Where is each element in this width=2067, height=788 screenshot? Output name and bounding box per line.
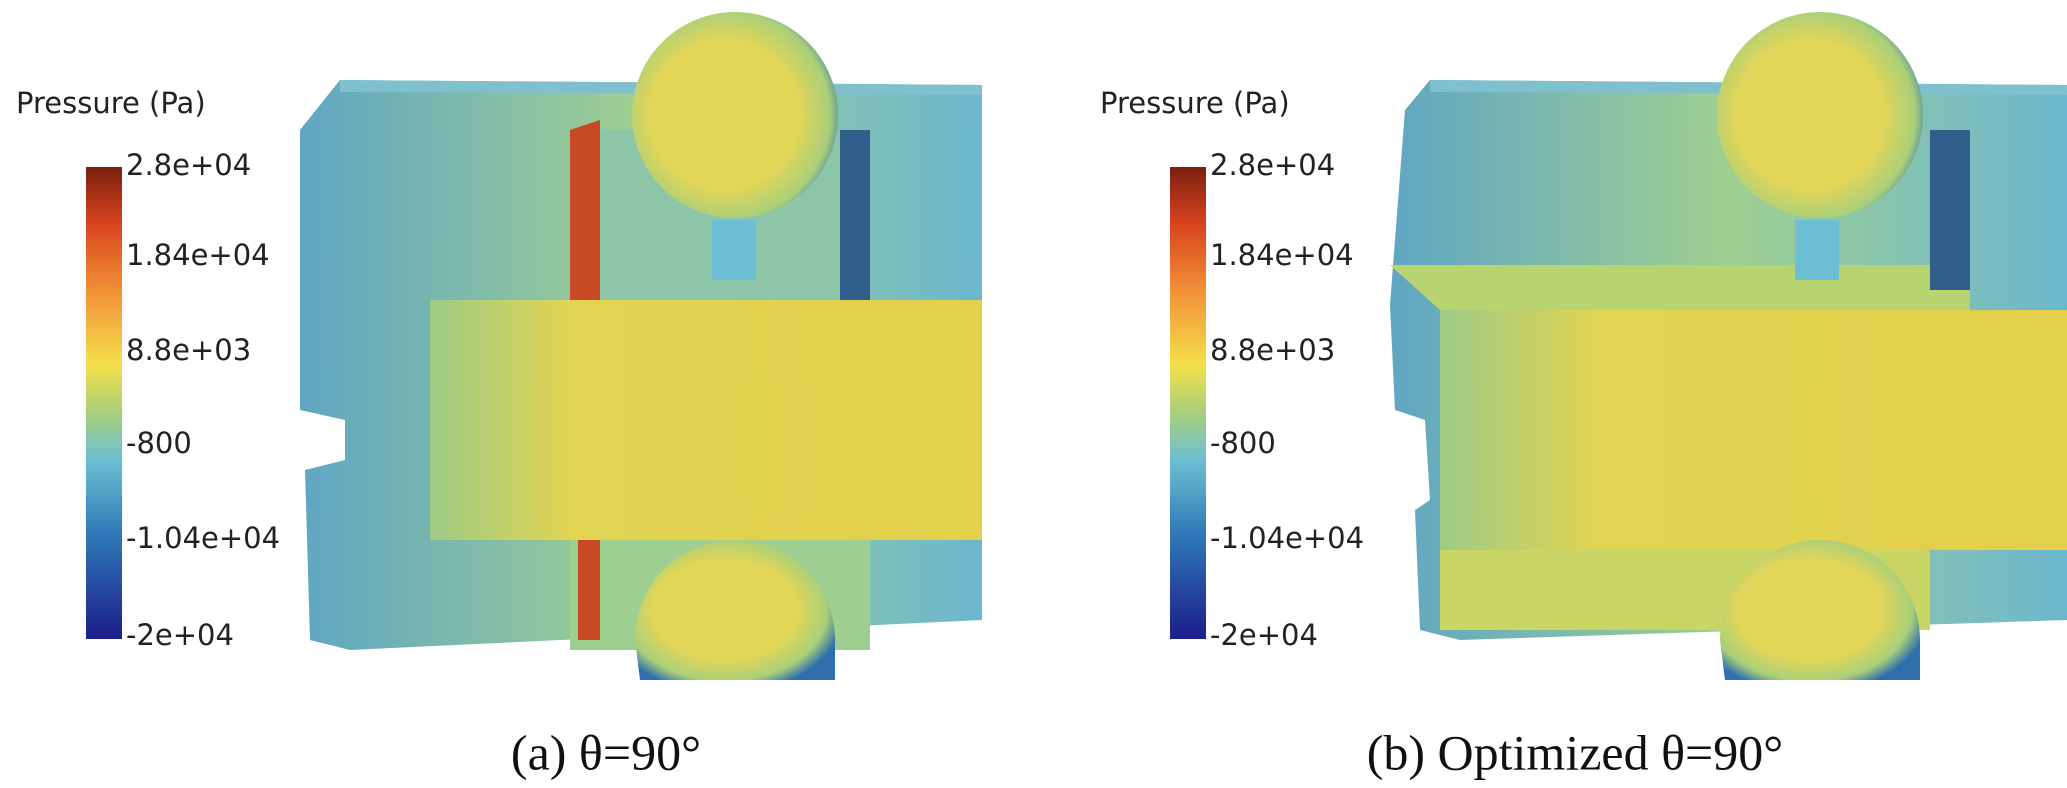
colorbar-label: -800 <box>1210 426 1276 460</box>
colorbar-label: -2e+04 <box>1210 618 1318 652</box>
cfd-model-a <box>300 12 982 680</box>
colorbar-label: 8.8e+03 <box>126 333 251 367</box>
colorbar-scale <box>1170 167 1206 639</box>
cfd-model-b <box>1390 12 2067 680</box>
colorbar-label: -1.04e+04 <box>1210 521 1364 555</box>
colorbar-label: 2.8e+04 <box>1210 148 1335 182</box>
colorbar-label: 2.8e+04 <box>126 148 251 182</box>
caption: (b) Optimized θ=90° <box>1367 724 1784 780</box>
colorbar-label: 8.8e+03 <box>1210 333 1335 367</box>
colorbar-label: -2e+04 <box>126 618 234 652</box>
colorbar-label: 1.84e+04 <box>126 238 270 272</box>
colorbar-title: Pressure (Pa) <box>1100 86 1290 120</box>
colorbar-label: 1.84e+04 <box>1210 238 1354 272</box>
colorbar-scale <box>86 167 122 639</box>
colorbar-b: Pressure (Pa) 2.8e+04 1.84e+04 8.8e+03 -… <box>1100 86 1364 652</box>
colorbar-a: Pressure (Pa) 2.8e+04 1.84e+04 8.8e+03 -… <box>16 86 280 652</box>
colorbar-label: -1.04e+04 <box>126 521 280 555</box>
colorbar-title: Pressure (Pa) <box>16 86 206 120</box>
caption: (a) θ=90° <box>511 724 701 780</box>
colorbar-label: -800 <box>126 426 192 460</box>
